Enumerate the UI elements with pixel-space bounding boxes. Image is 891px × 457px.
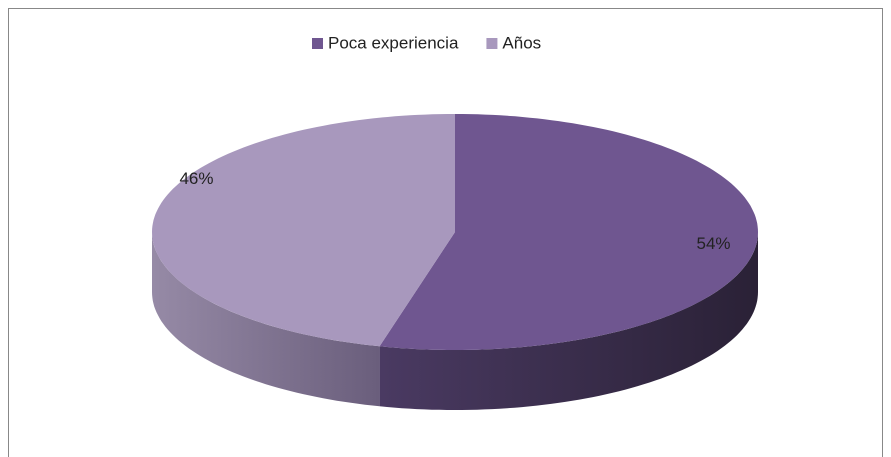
legend-label: Años: [502, 33, 541, 52]
legend-swatch: [312, 38, 323, 49]
pie-slice: [152, 114, 455, 347]
data-label: 54%: [697, 234, 731, 253]
pie-side: [379, 232, 758, 410]
pie-side: [152, 232, 380, 407]
legend-label: Poca experiencia: [328, 33, 459, 52]
data-label: 46%: [179, 169, 213, 188]
legend-swatch: [486, 38, 498, 49]
pie-slice: [379, 114, 758, 350]
